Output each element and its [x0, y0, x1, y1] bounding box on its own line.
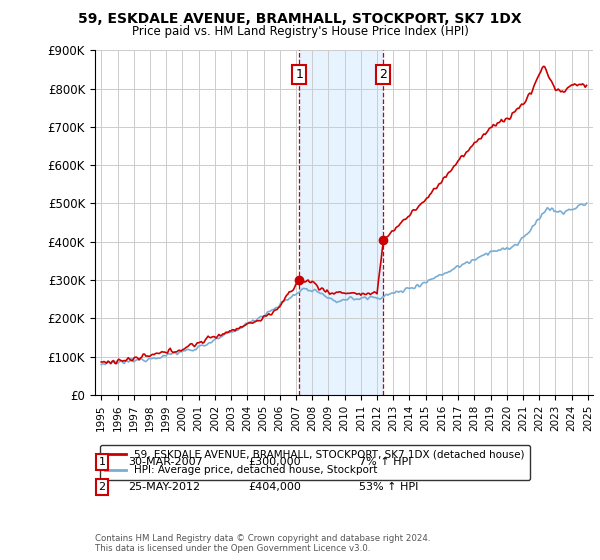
Text: 59, ESKDALE AVENUE, BRAMHALL, STOCKPORT, SK7 1DX: 59, ESKDALE AVENUE, BRAMHALL, STOCKPORT,… [78, 12, 522, 26]
Text: Price paid vs. HM Land Registry's House Price Index (HPI): Price paid vs. HM Land Registry's House … [131, 25, 469, 38]
Text: 2: 2 [98, 482, 106, 492]
Text: Contains HM Land Registry data © Crown copyright and database right 2024.
This d: Contains HM Land Registry data © Crown c… [95, 534, 430, 553]
Text: 1: 1 [98, 457, 106, 467]
Legend: 59, ESKDALE AVENUE, BRAMHALL, STOCKPORT, SK7 1DX (detached house), HPI: Average : 59, ESKDALE AVENUE, BRAMHALL, STOCKPORT,… [100, 445, 530, 480]
Text: £300,000: £300,000 [248, 457, 301, 467]
Text: 1: 1 [295, 68, 304, 81]
Text: 25-MAY-2012: 25-MAY-2012 [128, 482, 200, 492]
Text: 7% ↑ HPI: 7% ↑ HPI [359, 457, 412, 467]
Text: 53% ↑ HPI: 53% ↑ HPI [359, 482, 418, 492]
Text: £404,000: £404,000 [248, 482, 301, 492]
Text: 2: 2 [379, 68, 387, 81]
Text: 30-MAR-2007: 30-MAR-2007 [128, 457, 203, 467]
